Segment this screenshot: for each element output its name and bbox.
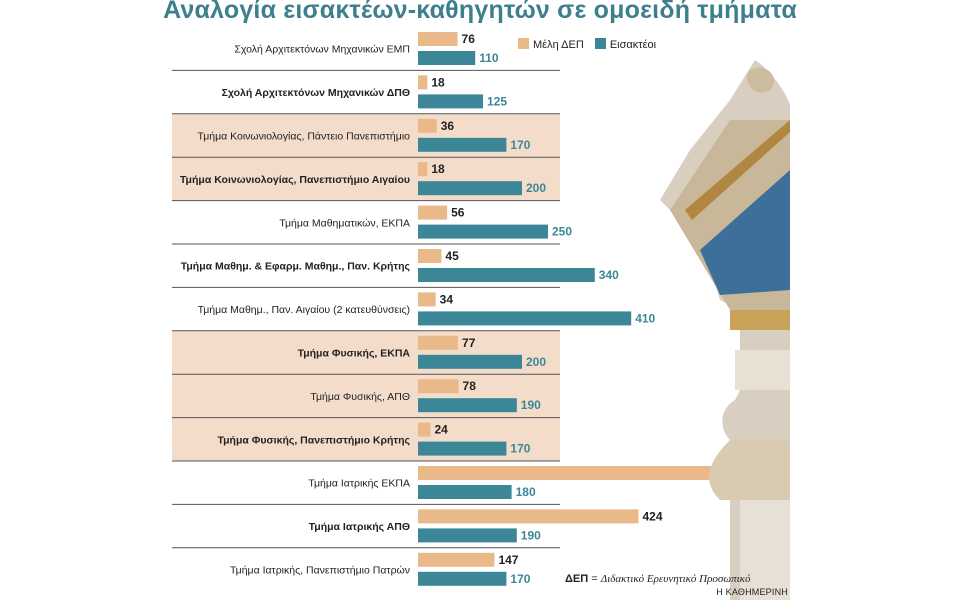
category-label: Σχολή Αρχιτεκτόνων Μηχανικών ΔΠΘ bbox=[222, 87, 410, 99]
bar-dep bbox=[418, 509, 639, 524]
value-label-dep: 77 bbox=[462, 336, 476, 350]
value-label-dep: 24 bbox=[434, 423, 448, 437]
category-label: Τμήμα Μαθημ., Παν. Αιγαίου (2 κατευθύνσε… bbox=[198, 304, 410, 316]
value-label-dep: 147 bbox=[498, 553, 518, 567]
value-label-dep: 78 bbox=[463, 379, 477, 393]
value-label-dep: 36 bbox=[441, 119, 455, 133]
bar-eisakteoi bbox=[418, 441, 507, 456]
bar-eisakteoi bbox=[418, 354, 522, 369]
bar-eisakteoi bbox=[418, 268, 595, 282]
legend-label-eisakteoi: Εισακτέοι bbox=[609, 39, 657, 51]
chart-legend: Μέλη ΔΕΠ Εισακτέοι bbox=[518, 38, 664, 51]
value-label-eisakteoi: 340 bbox=[599, 268, 619, 282]
category-label: Τμήμα Φυσικής, ΕΚΠΑ bbox=[298, 348, 411, 360]
bar-dep bbox=[418, 335, 459, 350]
value-label-dep: 18 bbox=[431, 162, 445, 176]
column-capital-illustration bbox=[660, 60, 790, 600]
chart-title: Αναλογία εισακτέων-καθηγητών σε ομοειδή … bbox=[163, 0, 797, 24]
value-label-eisakteoi: 180 bbox=[516, 485, 536, 499]
bar-dep bbox=[418, 205, 448, 220]
bar-eisakteoi bbox=[418, 528, 517, 543]
bar-dep bbox=[418, 32, 458, 46]
legend-swatch-eisakteoi bbox=[594, 38, 606, 49]
value-label-eisakteoi: 170 bbox=[510, 572, 530, 586]
category-label: Τμήμα Ιατρικής ΕΚΠΑ bbox=[308, 478, 410, 490]
bar-dep bbox=[418, 249, 442, 263]
value-label-eisakteoi: 190 bbox=[521, 528, 541, 542]
bar-dep bbox=[418, 466, 746, 480]
bar-eisakteoi bbox=[418, 311, 632, 326]
bar-eisakteoi bbox=[418, 224, 548, 239]
value-label-dep: 76 bbox=[462, 32, 476, 46]
bar-dep bbox=[418, 552, 495, 567]
legend-item-eisakteoi: Εισακτέοι bbox=[594, 38, 657, 51]
bar-eisakteoi bbox=[418, 137, 507, 152]
category-label: Τμήμα Κοινωνιολογίας, Πανεπιστήμιο Αιγαί… bbox=[180, 174, 410, 186]
category-label: Τμήμα Μαθηματικών, ΕΚΠΑ bbox=[279, 217, 410, 229]
value-label-eisakteoi: 200 bbox=[526, 355, 546, 369]
value-label-dep: 34 bbox=[440, 292, 454, 306]
bar-eisakteoi bbox=[418, 485, 512, 499]
value-label-dep: 424 bbox=[642, 509, 662, 523]
bar-dep bbox=[418, 422, 431, 437]
category-label: Τμήμα Φυσικής, Πανεπιστήμιο Κρήτης bbox=[218, 434, 411, 446]
bar-eisakteoi bbox=[418, 181, 522, 196]
value-label-eisakteoi: 125 bbox=[487, 94, 507, 108]
bar-dep bbox=[418, 292, 436, 307]
footnote: ΔΕΠ = Διδακτικό Ερευνητικό Προσωπικό bbox=[565, 573, 751, 585]
bar-eisakteoi bbox=[418, 94, 483, 109]
category-label: Τμήμα Ιατρικής ΑΠΘ bbox=[309, 521, 410, 533]
category-label: Σχολή Αρχιτεκτόνων Μηχανικών ΕΜΠ bbox=[234, 44, 410, 56]
bar-eisakteoi bbox=[418, 398, 517, 413]
bar-eisakteoi bbox=[418, 571, 507, 586]
value-label-eisakteoi: 250 bbox=[552, 225, 572, 239]
value-label-eisakteoi: 190 bbox=[521, 398, 541, 412]
value-label-eisakteoi: 170 bbox=[510, 138, 530, 152]
bar-dep bbox=[418, 118, 437, 133]
bar-eisakteoi bbox=[418, 51, 476, 65]
value-label-eisakteoi: 200 bbox=[526, 181, 546, 195]
bar-dep bbox=[418, 162, 428, 177]
footnote-abbr: ΔΕΠ bbox=[565, 573, 589, 585]
footnote-text: Διδακτικό Ερευνητικό Προσωπικό bbox=[600, 573, 751, 585]
value-label-eisakteoi: 110 bbox=[479, 51, 499, 65]
legend-label-dep: Μέλη ΔΕΠ bbox=[533, 39, 584, 51]
value-label-dep: 18 bbox=[431, 75, 445, 89]
category-label: Τμήμα Φυσικής, ΑΠΘ bbox=[310, 391, 410, 403]
credit: Η ΚΑΘΗΜΕΡΙΝΗ bbox=[716, 587, 788, 597]
value-label-dep: 45 bbox=[445, 249, 459, 263]
value-label-dep: 56 bbox=[451, 206, 465, 220]
category-label: Τμήμα Ιατρικής, Πανεπιστήμιο Πατρών bbox=[230, 565, 410, 577]
bar-dep bbox=[418, 379, 459, 394]
category-label: Τμήμα Μαθημ. & Εφαρμ. Μαθημ., Παν. Κρήτη… bbox=[181, 261, 411, 273]
value-label-eisakteoi: 170 bbox=[510, 442, 530, 456]
value-label-eisakteoi: 410 bbox=[635, 311, 655, 325]
bar-dep bbox=[418, 75, 428, 90]
legend-swatch-dep bbox=[518, 38, 529, 49]
legend-item-dep: Μέλη ΔΕΠ bbox=[518, 38, 584, 51]
category-label: Τμήμα Κοινωνιολογίας, Πάντειο Πανεπιστήμ… bbox=[198, 131, 411, 143]
